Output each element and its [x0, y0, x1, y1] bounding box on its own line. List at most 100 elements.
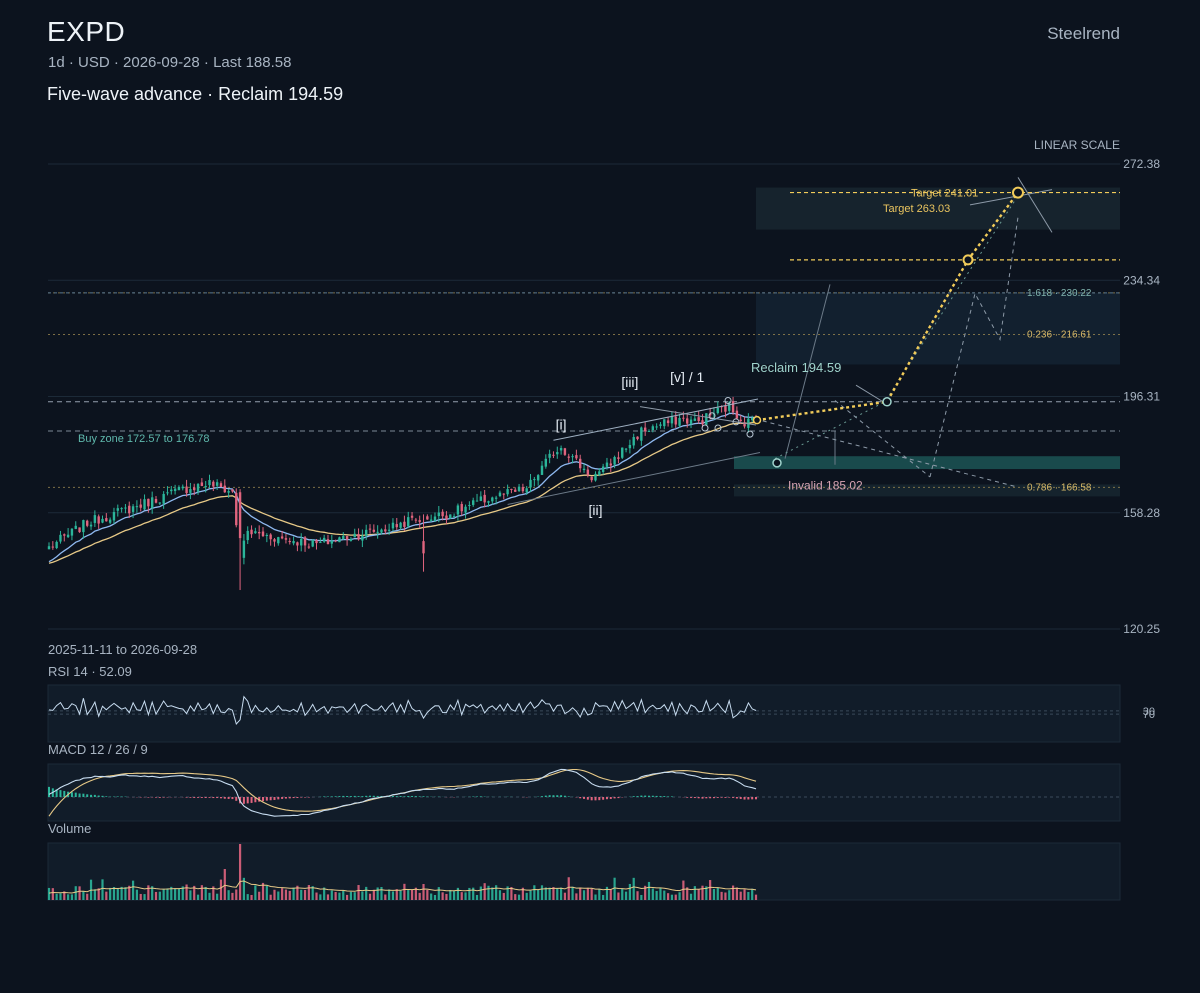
candle-body: [682, 417, 685, 419]
candle-body: [643, 427, 647, 432]
candle-body: [559, 448, 563, 451]
candle-body: [368, 528, 372, 530]
candle-body: [361, 535, 364, 541]
candle-body: [86, 520, 89, 526]
macd-hist-bar: [223, 797, 226, 799]
volume-bar: [238, 844, 242, 900]
candle-body: [605, 462, 609, 467]
candle-body: [708, 413, 712, 416]
candle-body: [544, 458, 548, 467]
volume-bar: [575, 893, 578, 900]
volume-bar: [395, 889, 398, 900]
volume-bar: [667, 893, 670, 900]
candle-body: [82, 520, 85, 533]
macd-hist-bar: [376, 795, 379, 797]
volume-bar: [231, 892, 234, 900]
macd-hist-bar: [563, 795, 566, 797]
volume-bar: [55, 893, 58, 900]
candle-body: [108, 519, 112, 523]
volume-bar: [670, 894, 674, 900]
candle-body: [55, 541, 58, 549]
candle-body: [345, 536, 349, 540]
macd-hist-bar: [583, 797, 586, 799]
candle-body: [78, 527, 81, 533]
projection-path: [756, 191, 1019, 422]
fib-label: 0.786 · 166.58: [1027, 482, 1092, 493]
candle-body: [395, 524, 398, 528]
volume-bar: [582, 890, 586, 900]
candle-body: [418, 520, 421, 522]
volume-bar: [609, 889, 612, 900]
volume-bar: [162, 889, 165, 900]
volume-bar: [617, 892, 620, 900]
candle-body: [208, 480, 211, 486]
candle-body: [47, 546, 51, 550]
candle-body: [475, 500, 479, 502]
candle-body: [651, 426, 655, 430]
macd-hist-bar: [399, 796, 402, 797]
macd-hist-bar: [414, 796, 417, 797]
volume-bar: [193, 885, 196, 900]
macd-hist-bar: [540, 796, 543, 797]
macd-hist-bar: [693, 797, 696, 799]
macd-hist-bar: [74, 792, 77, 797]
volume-bar: [384, 894, 387, 900]
candle-body: [567, 456, 570, 458]
volume-bar: [67, 894, 70, 900]
rsi-panel: [47, 684, 1121, 743]
macd-hist-bar: [690, 797, 693, 798]
macd-hist-bar: [284, 797, 287, 799]
macd-hist-bar: [548, 795, 551, 797]
candle-body: [674, 416, 677, 425]
candle-body: [158, 502, 162, 504]
macd-hist-bar: [659, 796, 662, 797]
macd-hist-bar: [300, 797, 303, 798]
volume-bar: [292, 887, 295, 900]
volume-bar: [216, 893, 219, 900]
candle-body: [590, 476, 593, 481]
candle-body: [112, 512, 116, 521]
macd-hist-bar: [560, 795, 563, 797]
candle-body: [326, 539, 330, 545]
volume-bar: [246, 894, 249, 900]
volume-bar: [212, 886, 215, 900]
volume-bar: [323, 887, 326, 900]
macd-hist-bar: [204, 797, 207, 798]
candle-body: [223, 485, 226, 493]
candle-body: [261, 531, 265, 537]
volume-bar: [86, 893, 89, 900]
macd-hist-bar: [262, 797, 265, 802]
volume-bar: [537, 889, 540, 900]
candle-body: [246, 530, 249, 541]
volume-bar: [376, 887, 379, 900]
candle-body: [303, 537, 307, 546]
volume-bar: [200, 885, 203, 900]
candle-body: [483, 494, 486, 503]
volume-bar: [563, 892, 567, 900]
candle-body: [147, 498, 150, 507]
candle-body: [284, 538, 288, 540]
volume-bar: [712, 888, 716, 900]
macd-hist-bar: [338, 796, 341, 797]
volume-bar: [273, 889, 276, 900]
volume-bar: [647, 881, 651, 900]
volume-bar: [410, 889, 414, 900]
volume-bar: [281, 888, 284, 900]
macd-hist-bar: [349, 796, 352, 797]
volume-bar: [754, 894, 758, 900]
volume-bar: [82, 891, 85, 900]
candle-body: [514, 489, 517, 492]
macd-hist-bar: [644, 795, 647, 797]
candle-body: [441, 511, 444, 517]
volume-bar: [621, 888, 624, 900]
candle-body: [215, 482, 219, 486]
volume-bar: [254, 885, 257, 900]
volume-bar: [143, 894, 146, 900]
candle-body: [307, 546, 311, 548]
y-tick-label: 158.28: [1123, 506, 1160, 520]
macd-hist-bar: [697, 797, 700, 799]
candle-body: [670, 416, 674, 424]
volume-bar: [357, 885, 360, 900]
pivot-marker: [708, 412, 716, 420]
candle-body: [273, 539, 276, 542]
